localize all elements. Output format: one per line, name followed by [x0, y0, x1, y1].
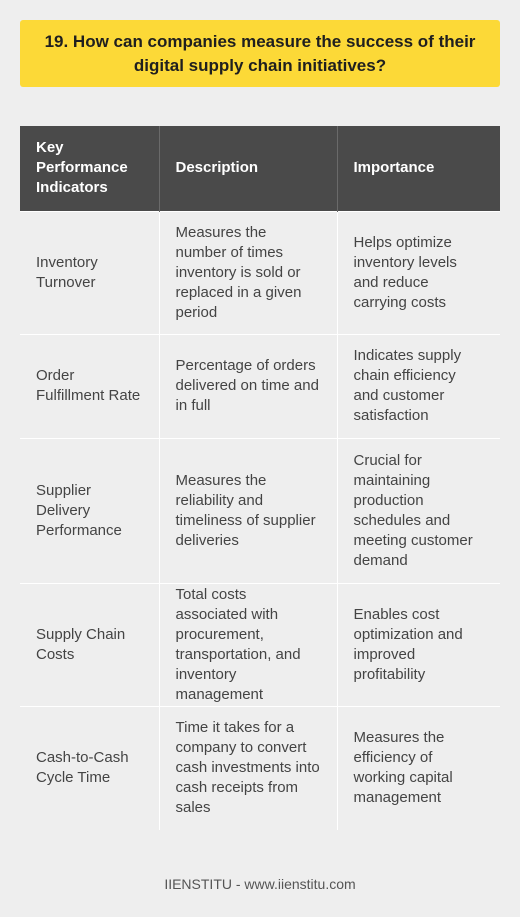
kpi-cell: Inventory Turnover: [20, 210, 159, 334]
importance-cell: Helps optimize inventory levels and redu…: [336, 210, 500, 334]
description-cell: Percentage of orders delivered on time a…: [158, 333, 337, 438]
importance-cell: Indicates supply chain efficiency and cu…: [336, 333, 500, 438]
table-row: Supplier Delivery Performance Measures t…: [20, 437, 500, 583]
table-header-row: Key Performance Indicators Description I…: [20, 126, 500, 211]
importance-cell: Crucial for maintaining production sched…: [336, 437, 500, 583]
description-cell: Measures the number of times inventory i…: [158, 210, 337, 334]
description-cell: Measures the reliability and timeliness …: [158, 437, 337, 583]
table-row: Supply Chain Costs Total costs associate…: [20, 582, 500, 706]
table-row: Cash-to-Cash Cycle Time Time it takes fo…: [20, 705, 500, 830]
table-row: Inventory Turnover Measures the number o…: [20, 210, 500, 334]
kpi-cell: Supplier Delivery Performance: [20, 437, 159, 583]
description-cell: Total costs associated with procurement,…: [158, 582, 337, 706]
header-description: Description: [158, 126, 337, 211]
title-banner: 19. How can companies measure the succes…: [20, 20, 500, 87]
footer-credit: IIENSTITU - www.iienstitu.com: [164, 876, 356, 892]
kpi-table: Key Performance Indicators Description I…: [20, 126, 500, 830]
header-importance: Importance: [336, 126, 500, 211]
description-cell: Time it takes for a company to convert c…: [158, 705, 337, 830]
kpi-cell: Order Fulfillment Rate: [20, 333, 159, 438]
kpi-cell: Cash-to-Cash Cycle Time: [20, 705, 159, 830]
table-row: Order Fulfillment Rate Percentage of ord…: [20, 333, 500, 438]
kpi-cell: Supply Chain Costs: [20, 582, 159, 706]
importance-cell: Enables cost optimization and improved p…: [336, 582, 500, 706]
header-kpi: Key Performance Indicators: [20, 126, 159, 211]
page-title: 19. How can companies measure the succes…: [44, 31, 476, 75]
importance-cell: Measures the efficiency of working capit…: [336, 705, 500, 830]
